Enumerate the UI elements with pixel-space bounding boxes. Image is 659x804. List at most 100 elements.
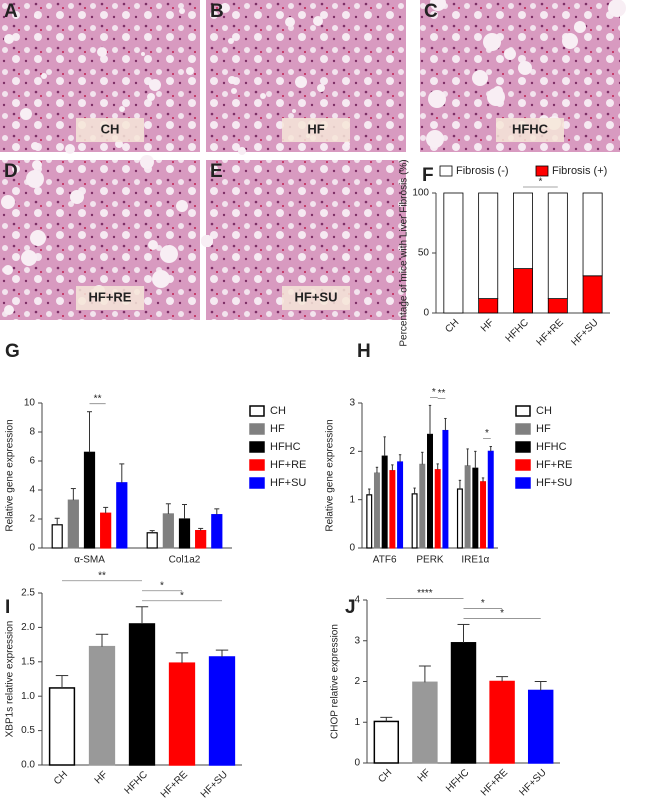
panel-letter: J <box>345 597 356 618</box>
x-tick-label: HF+SU <box>569 317 600 348</box>
bar <box>419 463 426 549</box>
y-tick-label: 0.5 <box>21 725 35 736</box>
label-box <box>282 118 350 142</box>
bar <box>456 488 463 549</box>
panel-letter: D <box>4 161 18 182</box>
vacuole <box>562 33 578 49</box>
y-axis-label: Percentage of mice with Liver Fibrosis (… <box>399 159 410 346</box>
vacuole <box>4 34 14 44</box>
significance-label: ** <box>438 388 446 399</box>
vacuole <box>260 93 266 99</box>
legend-swatch <box>249 477 265 489</box>
vacuole <box>147 93 155 101</box>
panel-letter: G <box>5 341 20 362</box>
significance-label: * <box>485 428 489 439</box>
bar-segment <box>478 192 499 299</box>
y-tick-label: 3 <box>349 398 355 409</box>
bar <box>178 518 191 549</box>
significance-label: * <box>500 608 504 619</box>
legend-label: CH <box>536 405 552 417</box>
significance-label: * <box>481 598 485 609</box>
y-tick-label: 0 <box>423 308 429 319</box>
y-tick-label: 100 <box>412 188 429 199</box>
significance-label: * <box>432 387 436 398</box>
bar-segment <box>513 192 533 269</box>
bar <box>116 482 128 549</box>
panel-letter: A <box>4 1 18 22</box>
panel-letter: F <box>422 165 434 186</box>
y-tick-label: 0 <box>354 758 360 769</box>
legend-label: Fibrosis (+) <box>552 165 607 177</box>
bar <box>208 656 236 766</box>
y-tick-label: 2 <box>354 676 360 687</box>
panel-letter: E <box>210 161 223 182</box>
y-tick-label: 0 <box>349 543 355 554</box>
bar <box>450 642 477 764</box>
vacuole <box>32 160 42 170</box>
y-axis-label: XBP1s relative expression <box>5 621 16 738</box>
y-tick-label: 3 <box>354 635 360 646</box>
bar <box>366 494 373 549</box>
vacuole <box>201 235 213 247</box>
vacuole <box>504 48 516 60</box>
bar <box>146 532 158 549</box>
bar-segment <box>547 192 568 299</box>
image-label: HFHC <box>512 121 549 136</box>
x-tick-label: PERK <box>416 555 444 566</box>
image-label: CH <box>101 121 120 136</box>
legend-label: HF <box>270 423 285 435</box>
vacuole <box>4 305 14 315</box>
legend-swatch <box>249 405 265 417</box>
bar <box>411 493 418 549</box>
vacuole <box>228 38 234 44</box>
bar <box>100 512 112 549</box>
panel-letter: I <box>5 597 10 618</box>
x-tick-label: HF <box>93 769 110 786</box>
vacuole <box>483 33 501 51</box>
label-box <box>76 118 144 142</box>
legend-swatch <box>515 405 531 417</box>
legend-swatch <box>439 165 453 177</box>
vacuole <box>317 84 325 92</box>
vacuole <box>1 195 15 209</box>
bar <box>389 470 396 549</box>
x-tick-label: HFHC <box>504 317 531 344</box>
legend-label: HFHC <box>536 441 567 453</box>
significance-label: * <box>180 590 184 601</box>
y-tick-label: 1 <box>349 494 355 505</box>
bar <box>442 429 449 549</box>
bar <box>373 720 400 764</box>
y-tick-label: 1.0 <box>21 691 35 702</box>
bar <box>373 472 380 549</box>
bar <box>67 499 79 549</box>
image-label: HF+SU <box>295 289 338 304</box>
vacuole <box>31 142 39 150</box>
y-axis-label: Relative gene expression <box>5 419 16 531</box>
bar <box>128 623 156 766</box>
vacuole <box>141 52 145 56</box>
bar <box>434 469 441 549</box>
significance-label: * <box>160 580 164 591</box>
x-tick-label: HF+RE <box>159 769 190 799</box>
vacuole <box>30 230 46 246</box>
significance-label: **** <box>417 588 433 599</box>
panel-letter: C <box>424 1 438 22</box>
legend-label: HF+RE <box>536 459 572 471</box>
legend-label: HF+SU <box>536 477 572 489</box>
bar-segment <box>513 268 533 314</box>
bar <box>487 450 494 549</box>
vacuole <box>26 170 44 188</box>
vacuole <box>119 106 125 112</box>
vacuole <box>34 14 38 18</box>
vacuole <box>179 8 185 14</box>
y-tick-label: 2 <box>29 514 35 525</box>
legend-label: HFHC <box>270 441 301 453</box>
image-label: HF+RE <box>89 289 132 304</box>
x-tick-label: CH <box>376 767 394 785</box>
significance-label: ** <box>94 393 102 404</box>
vacuole <box>574 21 586 33</box>
label-box <box>76 286 144 310</box>
bar <box>51 524 63 549</box>
vacuole <box>228 76 236 84</box>
x-tick-label: HF+SU <box>518 767 549 798</box>
